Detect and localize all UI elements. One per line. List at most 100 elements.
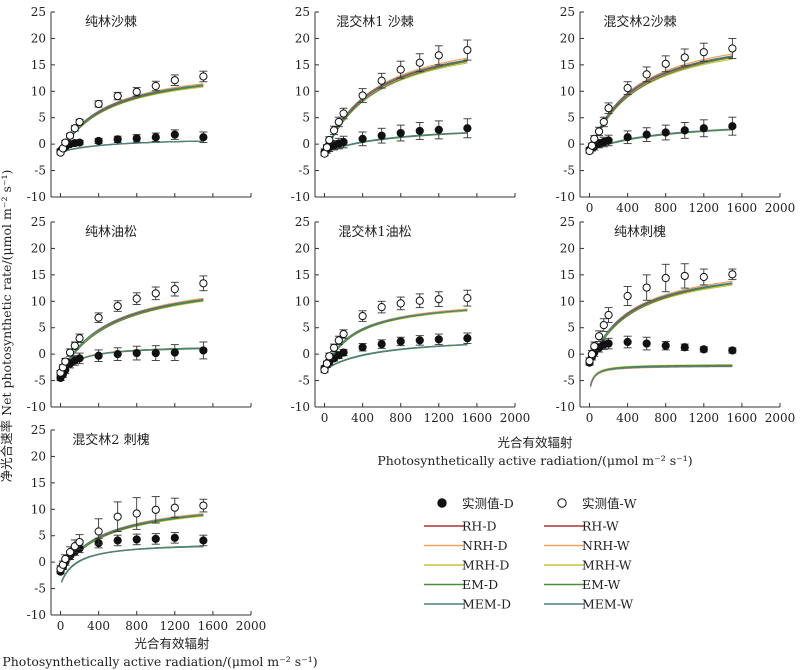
point-d (728, 346, 737, 355)
y-tick-label: 5 (38, 321, 46, 335)
point-w (590, 134, 599, 143)
fit-curve-D-2 (325, 343, 468, 371)
point-w (61, 138, 70, 147)
fit-curve-W-4 (589, 56, 733, 151)
point-d (199, 133, 208, 142)
point-w (728, 270, 737, 279)
x-tick-label: 1200 (689, 411, 720, 425)
point-w (585, 356, 594, 366)
point-d (434, 335, 443, 344)
x-tick-label: 800 (654, 201, 677, 215)
chart-panel-3: -10 -5 0 5 10 15 20 25 0 400 800 1200 1600 2000 混交林2沙棘 (556, 5, 796, 215)
legend-label: MEM-D (462, 597, 511, 612)
point-d (113, 135, 122, 144)
legend-label: MEM-W (582, 597, 633, 612)
fit-curve-D-2 (60, 545, 204, 584)
y-tick-label: -10 (291, 190, 310, 204)
point-w (132, 294, 141, 303)
point-w (604, 104, 613, 113)
point-w (661, 273, 670, 283)
fit-curve-W-5 (589, 55, 733, 151)
point-w (151, 289, 160, 298)
x-tick-label: 1200 (424, 411, 455, 425)
point-w (728, 44, 737, 53)
point-d (415, 126, 424, 136)
y-tick-label: 20 (295, 31, 310, 45)
y-tick-label: 5 (38, 111, 46, 125)
fit-curve-W-5 (60, 514, 204, 573)
y-tick-label: 20 (31, 241, 46, 255)
y-tick-label: -5 (298, 374, 310, 388)
point-d (94, 136, 103, 146)
fit-curve-W-4 (60, 299, 204, 373)
point-w (358, 91, 367, 100)
point-w (590, 342, 599, 351)
point-d (699, 345, 708, 354)
point-d (113, 350, 122, 359)
y-tick-label: -5 (34, 582, 46, 596)
y-tick-label: 20 (31, 31, 46, 45)
point-d (377, 131, 386, 140)
fit-curve-W-1 (324, 59, 468, 153)
y-tick-label: -10 (27, 190, 46, 204)
y-tick-label: -10 (556, 400, 575, 414)
y-tick-label: 10 (31, 84, 46, 98)
y-tick-label: 15 (31, 268, 46, 282)
y-tick-label: 10 (295, 84, 310, 98)
y-tick-label: 5 (302, 111, 310, 125)
point-d (358, 134, 367, 143)
y-tick-label: 15 (560, 268, 575, 282)
x-tick-label: 0 (586, 201, 594, 215)
y-tick-label: 10 (560, 84, 575, 98)
point-d (170, 348, 179, 357)
point-w (377, 303, 386, 312)
y-tick-label: 20 (295, 241, 310, 255)
point-d (132, 535, 141, 544)
y-tick-label: -10 (27, 608, 46, 622)
point-w (151, 505, 160, 514)
x-tick-label: 1200 (689, 201, 720, 215)
point-d (151, 534, 160, 543)
point-w (325, 135, 334, 145)
point-d (199, 346, 208, 355)
chart-panel-4: -10 -5 0 5 10 15 20 25 纯林油松 (27, 215, 252, 414)
point-w (623, 84, 632, 93)
fit-curve-W-4 (589, 283, 733, 364)
point-w (65, 348, 75, 357)
point-w (699, 272, 708, 282)
fit-curve-W-5 (60, 298, 204, 373)
legend-label: 实测值-W (582, 496, 637, 511)
panel-title: 纯林沙棘 (85, 15, 137, 30)
point-d (151, 348, 160, 358)
legend-label: NRH-W (582, 538, 630, 553)
point-w (396, 65, 405, 74)
x-tick-label: 2000 (236, 619, 267, 633)
x-tick-label: 800 (389, 411, 412, 425)
x-tick-label: 1200 (160, 619, 191, 633)
y-tick-label: 25 (31, 215, 46, 229)
fit-curve-D-4 (325, 344, 468, 370)
fit-curve-D-3 (60, 347, 204, 377)
chart-panel-7: -10 -5 0 5 10 15 20 25 0 400 800 1200 1600 2000 混交林2 刺… (27, 423, 267, 633)
point-d (113, 536, 122, 545)
point-w (322, 143, 332, 152)
point-w (599, 320, 608, 330)
y-tick-label: 10 (31, 502, 46, 516)
point-w (415, 296, 424, 305)
y-tick-label: 5 (567, 321, 575, 335)
fit-curve-W-1 (589, 55, 733, 151)
point-w (680, 271, 689, 281)
x-axis-label-bottom-en: Photosynthetically active radiation/(μmo… (2, 654, 317, 669)
y-tick-label: -5 (563, 374, 575, 388)
fit-curve-D-5 (61, 140, 204, 153)
point-w (170, 76, 179, 85)
y-tick-label: -5 (563, 164, 575, 178)
point-w (415, 58, 424, 67)
point-d (170, 130, 179, 139)
point-d (463, 124, 472, 133)
legend: 实测值-D 实测值-W RH-D NRH-D MRH-D EM-D MEM-D RH-W NRH… (424, 496, 637, 612)
x-tick-label: 0 (57, 619, 65, 633)
y-tick-label: 0 (567, 347, 575, 361)
point-w (199, 501, 208, 510)
fit-curve-D-5 (590, 128, 733, 152)
